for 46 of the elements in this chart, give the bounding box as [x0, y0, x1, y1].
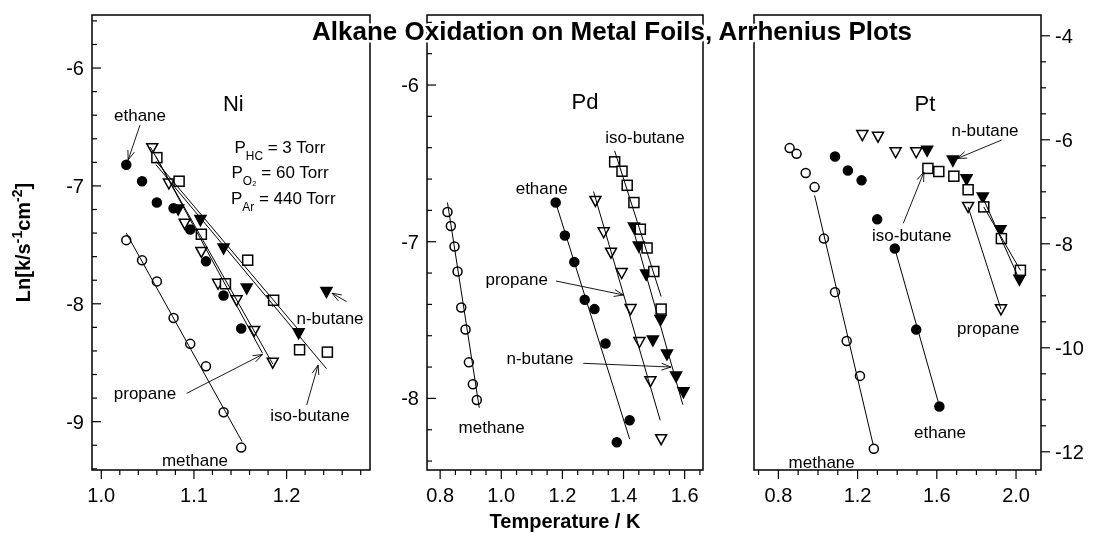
- y-tick-label: -7: [66, 174, 84, 197]
- x-tick-label: 2.0: [1002, 484, 1030, 506]
- x-tick-label: 1.2: [548, 484, 577, 506]
- y-tick-label: -7: [401, 230, 419, 253]
- x-tick-label: 1.2: [272, 484, 301, 506]
- x-tick-label: 1.6: [670, 484, 699, 506]
- y-tick-label: -6: [1055, 128, 1073, 151]
- annotation: ethane: [515, 179, 568, 199]
- y-tick-label: -8: [1055, 232, 1073, 255]
- annotation: P$_{HC}$ = 3 Torr: [234, 137, 326, 163]
- annotation: n-butane: [506, 349, 574, 369]
- x-tick-label: 1.4: [609, 484, 638, 506]
- y-tick-label: -12: [1055, 440, 1084, 463]
- y-tick-label: -8: [401, 387, 419, 410]
- x-tick-label: 1.2: [843, 484, 872, 506]
- x-tick-label: 0.8: [426, 484, 455, 506]
- annotation: iso-butane: [872, 225, 952, 245]
- annotation: propane: [957, 319, 1020, 339]
- y-tick-label: -6: [66, 57, 84, 80]
- annotation: methane: [788, 452, 855, 472]
- annotation: n-butane: [951, 120, 1019, 140]
- annotation: iso-butane: [270, 405, 350, 425]
- annotation: iso-butane: [605, 127, 685, 147]
- y-tick-label: -4: [1055, 24, 1073, 47]
- y-tick-label: -10: [1055, 336, 1084, 359]
- x-tick-label: 1.1: [180, 484, 208, 506]
- annotation: Pd: [571, 89, 599, 115]
- annotation: Pt: [914, 91, 936, 116]
- annotation: methane: [161, 450, 229, 470]
- annotation: propane: [485, 270, 548, 290]
- annotation: Ni: [222, 91, 244, 116]
- x-axis-title: Temperature / K: [489, 510, 641, 532]
- annotation: n-butane: [296, 309, 364, 329]
- annotation: P$_{O₂}$ = 60 Torr: [231, 162, 329, 188]
- x-tick-label: 0.8: [764, 484, 793, 506]
- y-tick-label: -6: [401, 74, 419, 97]
- y-tick-label: -8: [66, 292, 84, 315]
- annotation: propane: [113, 384, 177, 404]
- annotation: ethane: [114, 105, 166, 125]
- annotation: P$_{Ar}$ = 440 Torr: [230, 189, 336, 215]
- annotation: ethane: [914, 422, 966, 442]
- x-tick-label: 1.0: [487, 484, 516, 506]
- annotation: methane: [458, 417, 525, 437]
- x-tick-label: 1.6: [922, 484, 951, 506]
- y-tick-label: -9: [66, 410, 84, 433]
- x-tick-label: 1.0: [87, 484, 116, 506]
